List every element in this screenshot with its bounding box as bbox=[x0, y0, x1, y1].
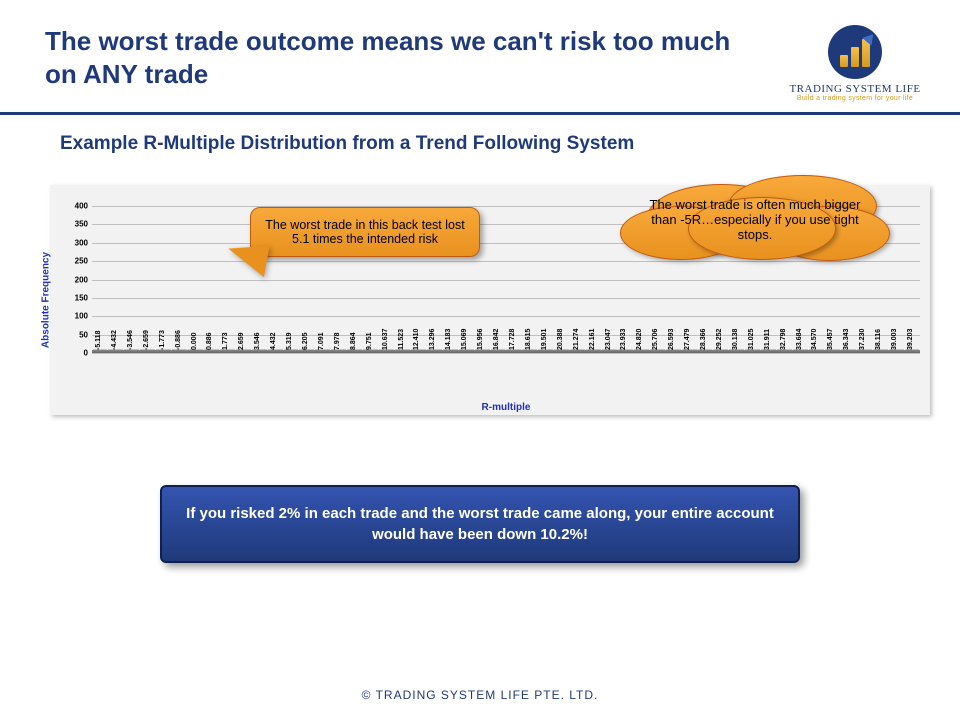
x-tick: 6.205 bbox=[302, 332, 309, 350]
x-tick: 7.091 bbox=[318, 332, 325, 350]
x-tick: 13.296 bbox=[429, 329, 436, 350]
x-tick: 10.637 bbox=[382, 329, 389, 350]
x-tick: 33.684 bbox=[796, 329, 803, 350]
x-tick: 35.457 bbox=[827, 329, 834, 350]
x-tick: 28.366 bbox=[700, 329, 707, 350]
x-tick: 29.252 bbox=[716, 329, 723, 350]
x-tick: 15.956 bbox=[477, 329, 484, 350]
x-tick: 36.343 bbox=[843, 329, 850, 350]
y-tick: 0 bbox=[50, 349, 88, 358]
x-tick: 39.203 bbox=[907, 329, 914, 350]
x-tick: 30.138 bbox=[732, 329, 739, 350]
x-axis-label: R-multiple bbox=[482, 402, 531, 413]
header-divider bbox=[0, 112, 960, 115]
x-tick: 0.886 bbox=[206, 332, 213, 350]
x-tick: 7.978 bbox=[334, 332, 341, 350]
brand-logo: TRADING SYSTEM LIFE Build a trading syst… bbox=[785, 25, 925, 102]
x-tick: 22.161 bbox=[589, 329, 596, 350]
x-tick: 38.116 bbox=[875, 329, 882, 350]
x-tick: 8.864 bbox=[350, 332, 357, 350]
x-tick: 18.615 bbox=[525, 329, 532, 350]
chart-subtitle: Example R-Multiple Distribution from a T… bbox=[60, 133, 960, 155]
y-tick: 300 bbox=[50, 238, 88, 247]
chart-container: Absolute Frequency -5.118-4.432-3.546-2.… bbox=[50, 185, 930, 415]
x-tick: -4.432 bbox=[111, 330, 118, 350]
x-tick: 25.706 bbox=[652, 329, 659, 350]
y-tick: 50 bbox=[50, 330, 88, 339]
x-tick: 1.773 bbox=[222, 332, 229, 350]
x-tick: 4.432 bbox=[270, 332, 277, 350]
x-tick: 17.728 bbox=[509, 329, 516, 350]
callout-worst-trade: The worst trade in this back test lost 5… bbox=[250, 207, 480, 257]
x-tick: 12.410 bbox=[413, 329, 420, 350]
x-tick: 23.933 bbox=[620, 329, 627, 350]
x-tick: -3.546 bbox=[127, 330, 134, 350]
x-tick: -2.659 bbox=[143, 330, 150, 350]
x-tick: 27.479 bbox=[684, 329, 691, 350]
x-tick: 34.570 bbox=[811, 329, 818, 350]
y-tick: 350 bbox=[50, 220, 88, 229]
x-tick: 3.546 bbox=[254, 332, 261, 350]
x-tick: -1.773 bbox=[159, 330, 166, 350]
x-tick: 23.047 bbox=[605, 329, 612, 350]
x-tick: 32.798 bbox=[780, 329, 787, 350]
x-tick: -0.886 bbox=[175, 330, 182, 350]
x-tick: 37.230 bbox=[859, 329, 866, 350]
y-tick: 400 bbox=[50, 202, 88, 211]
x-tick: 0.000 bbox=[191, 332, 198, 350]
x-tick: 19.501 bbox=[541, 329, 548, 350]
x-tick: 31.025 bbox=[748, 329, 755, 350]
logo-icon bbox=[828, 25, 882, 79]
x-tick: 20.388 bbox=[557, 329, 564, 350]
x-tick: 14.183 bbox=[445, 329, 452, 350]
x-tick: 11.523 bbox=[398, 329, 405, 350]
x-tick: 39.003 bbox=[891, 329, 898, 350]
page-title: The worst trade outcome means we can't r… bbox=[45, 25, 745, 90]
logo-text: TRADING SYSTEM LIFE bbox=[785, 83, 925, 95]
x-tick: 16.842 bbox=[493, 329, 500, 350]
x-tick: 15.069 bbox=[461, 329, 468, 350]
y-tick: 250 bbox=[50, 257, 88, 266]
x-tick: 24.820 bbox=[636, 329, 643, 350]
x-tick: -5.118 bbox=[95, 331, 102, 350]
logo-tagline: Build a trading system for your life bbox=[785, 95, 925, 102]
x-tick: 26.593 bbox=[668, 329, 675, 350]
y-tick: 150 bbox=[50, 293, 88, 302]
callout-cloud: The worst trade is often much bigger tha… bbox=[620, 175, 890, 264]
x-tick: 21.274 bbox=[573, 329, 580, 350]
x-tick: 5.319 bbox=[286, 332, 293, 350]
footer-copyright: © TRADING SYSTEM LIFE PTE. LTD. bbox=[0, 688, 960, 702]
y-tick: 100 bbox=[50, 312, 88, 321]
y-tick: 200 bbox=[50, 275, 88, 284]
x-tick: 31.911 bbox=[764, 329, 771, 350]
info-banner: If you risked 2% in each trade and the w… bbox=[160, 485, 800, 563]
x-tick: 2.659 bbox=[238, 332, 245, 350]
x-tick: 9.751 bbox=[366, 332, 373, 350]
